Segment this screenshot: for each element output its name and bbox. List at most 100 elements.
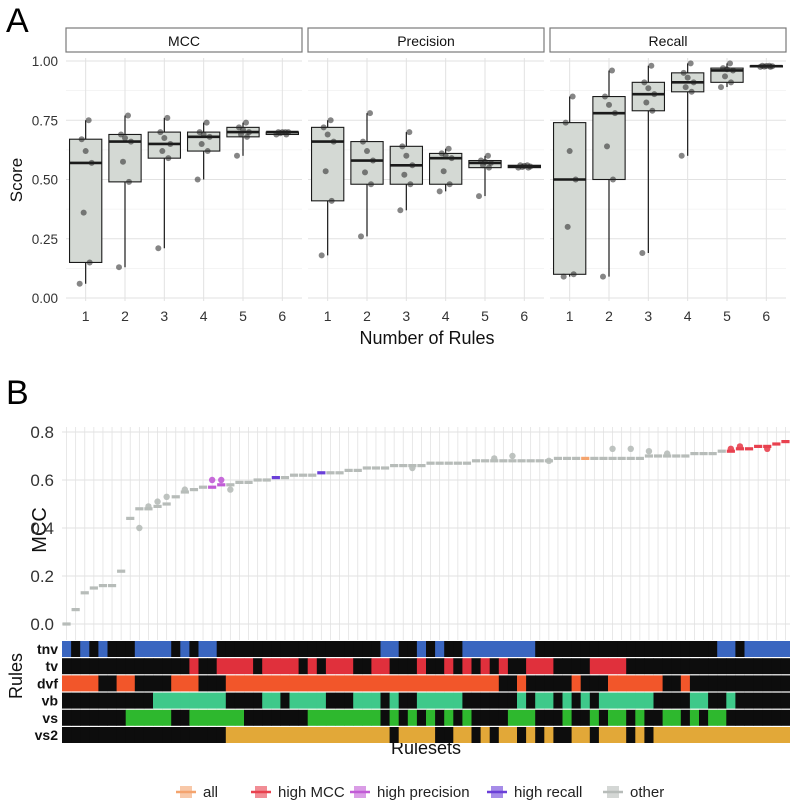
facet-mcc: MCC 1 2 3 4 5 6: [65, 27, 303, 324]
facet-strip-label: MCC: [168, 33, 200, 49]
legend-label: other: [630, 784, 664, 801]
rule-cell-on: [580, 727, 591, 743]
data-point: [438, 150, 445, 157]
rule-cell-on: [244, 658, 254, 675]
data-point: [397, 207, 404, 214]
x-tick-label: 3: [160, 308, 168, 324]
rule-cell-on: [325, 675, 336, 692]
data-point: [609, 67, 615, 74]
rule-cell-off: [244, 641, 254, 657]
data-point: [401, 171, 408, 178]
mcc-median-mark: [308, 473, 317, 477]
rule-cell-on: [426, 692, 436, 709]
rule-cell-on: [289, 727, 299, 743]
rule-cell-off: [380, 709, 390, 726]
rule-cell-on: [435, 641, 445, 657]
rule-cell-off: [689, 658, 700, 675]
data-point: [358, 233, 364, 240]
rule-cell-off: [280, 709, 290, 726]
legend-item-all: all: [176, 784, 218, 801]
rule-cell-off: [289, 641, 299, 657]
data-point: [602, 93, 608, 100]
data-point: [604, 143, 610, 150]
rule-cell-on: [717, 709, 727, 726]
rule-cell-off: [708, 641, 718, 657]
rule-cell-on: [353, 709, 363, 726]
rule-cell-off: [289, 709, 299, 726]
rule-cell-on: [180, 675, 190, 692]
rule-cell-off: [171, 641, 181, 657]
rule-cell-off: [134, 675, 145, 692]
rule-cell-off: [680, 641, 691, 657]
x-tick-label: 3: [644, 308, 652, 324]
mcc-median-mark: [317, 471, 326, 475]
rule-cell-off: [626, 658, 636, 675]
rule-row-dvf: dvf: [37, 675, 790, 692]
rule-cell-off: [162, 658, 172, 675]
rule-cell-off: [735, 675, 745, 692]
mcc-median-mark: [444, 461, 453, 465]
rule-cell-on: [153, 709, 163, 726]
rule-cell-off: [325, 692, 336, 709]
rule-cell-off: [626, 709, 636, 726]
rule-cell-off: [171, 709, 181, 726]
rule-cell-off: [162, 727, 172, 743]
rule-cell-off: [435, 658, 445, 675]
rule-cell-off: [71, 658, 81, 675]
rule-cell-on: [325, 727, 336, 743]
mcc-median-mark: [572, 456, 581, 460]
rule-cell-off: [98, 692, 108, 709]
rule-cell-off: [580, 641, 591, 657]
rule-cell-off: [580, 709, 591, 726]
data-point: [639, 249, 646, 256]
rule-cell-off: [280, 692, 290, 709]
rule-cell-off: [671, 675, 682, 692]
data-point: [407, 181, 414, 188]
rule-cell-on: [653, 727, 663, 743]
rule-cell-off: [489, 727, 500, 743]
data-point: [362, 169, 368, 176]
rule-cell-on: [244, 727, 254, 743]
rule-cell-off: [744, 692, 754, 709]
rule-cell-off: [107, 709, 117, 726]
data-point: [118, 131, 124, 138]
mcc-median-mark: [635, 456, 644, 460]
data-point: [562, 119, 569, 126]
box: [310, 126, 345, 202]
rule-cell-off: [453, 641, 463, 657]
rule-cell-on: [717, 641, 727, 657]
data-point: [85, 117, 92, 124]
rule-cell-off: [335, 692, 345, 709]
rule-cell-on: [407, 727, 418, 743]
rule-cell-off: [89, 692, 99, 709]
rule-cell-off: [699, 658, 709, 675]
rule-cell-on: [680, 675, 691, 692]
rule-cell-on: [689, 727, 700, 743]
mcc-median-mark: [581, 456, 590, 460]
rule-cell-on: [635, 727, 645, 743]
x-tick-label: 4: [442, 308, 450, 324]
data-point: [436, 188, 443, 195]
rule-cell-off: [480, 692, 491, 709]
rule-cell-off: [598, 709, 609, 726]
rule-cell-on: [344, 709, 354, 726]
data-point: [164, 114, 171, 121]
rule-cell-on: [726, 692, 736, 709]
x-tick-label: 6: [520, 308, 528, 324]
rule-cell-off: [662, 641, 673, 657]
rule-cell-off: [407, 641, 418, 657]
rule-cell-off: [535, 675, 545, 692]
x-tick-label: 2: [605, 308, 613, 324]
rule-cell-off: [198, 658, 208, 675]
mcc-median-mark: [217, 483, 226, 487]
rule-cell-on: [498, 641, 509, 657]
rule-cell-on: [762, 641, 773, 657]
rule-cell-on: [507, 709, 518, 726]
data-point: [612, 110, 618, 117]
rule-cell-off: [80, 709, 90, 726]
x-tick-label: 1: [566, 308, 574, 324]
mcc-median-mark: [626, 456, 635, 460]
rule-cell-on: [325, 709, 336, 726]
mcc-median-mark: [390, 464, 399, 468]
rule-cell-on: [380, 658, 390, 675]
